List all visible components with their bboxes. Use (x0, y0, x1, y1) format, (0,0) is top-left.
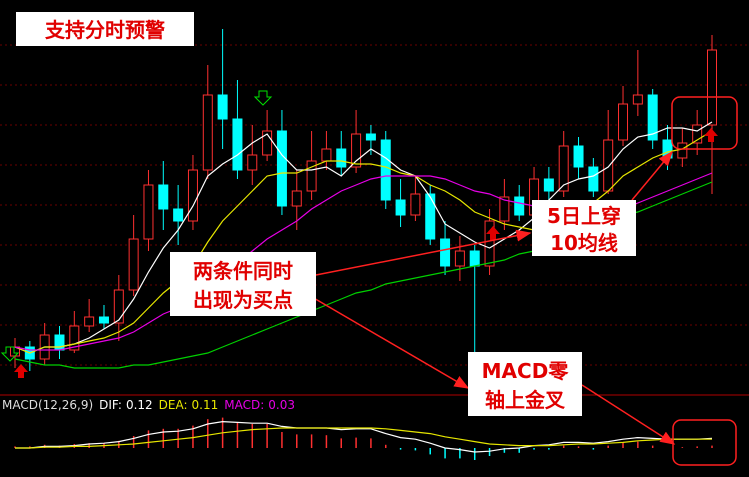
candle-body (113, 289, 124, 324)
legend-text: DIF: (99, 398, 122, 412)
candle-body (484, 220, 495, 267)
candle-body (618, 103, 629, 141)
candle-body (662, 139, 673, 159)
candle-body (588, 166, 599, 192)
candle-body (158, 184, 169, 210)
candle-body (573, 145, 584, 168)
legend-text: DEA: (159, 398, 188, 412)
ma-line (14, 121, 713, 354)
annotation: 出现为买点 (193, 288, 293, 312)
signal-arrow (0, 346, 20, 362)
candle-body (98, 316, 109, 324)
macd-line (15, 420, 713, 453)
signal-arrow (14, 364, 28, 378)
candle-body (54, 334, 65, 351)
annotation: 轴上金叉 (485, 388, 566, 412)
candle-body (543, 178, 554, 192)
arrow (315, 229, 532, 276)
candle-body (276, 130, 287, 207)
candle-body (632, 94, 643, 105)
candle-body (469, 250, 480, 267)
annotation: 5日上穿 (547, 204, 621, 228)
candle-body (365, 133, 376, 141)
signal-arrow (704, 128, 718, 142)
candle-body (677, 142, 688, 159)
candle-body (336, 148, 347, 168)
macd-header: MACD(12,26,9) DIF: 0.12 DEA: 0.11 MACD: 0.03 (2, 398, 295, 412)
annotation-box (170, 252, 316, 316)
candle-body (187, 169, 198, 222)
candle-body (291, 190, 302, 207)
candle-body (306, 160, 317, 192)
candle-body (262, 130, 273, 156)
arrow (631, 150, 673, 201)
annotation: MACD零 (482, 359, 570, 383)
annotation-box (532, 200, 636, 256)
legend-text: MACD(12,26,9) (2, 398, 93, 412)
candle-body (84, 316, 95, 327)
candle-body (143, 184, 154, 240)
candle-body (410, 193, 421, 216)
annotation-box (16, 12, 194, 46)
annotation: 10均线 (550, 231, 618, 255)
legend-text: 0.03 (268, 398, 295, 412)
candle-body (173, 208, 184, 222)
candle-body (247, 154, 258, 171)
candle-body (647, 94, 658, 141)
legend-text: 0.12 (126, 398, 153, 412)
arrow (581, 384, 676, 445)
arrow (299, 289, 470, 389)
candle-body (202, 94, 213, 171)
legend-text: 0.11 (192, 398, 219, 412)
candle-body (499, 196, 510, 222)
candle-body (321, 148, 332, 162)
candle-body (217, 94, 228, 120)
candle-body (351, 133, 362, 168)
candle-body (454, 250, 465, 267)
signal-arrow (253, 90, 273, 106)
candle-body (395, 199, 406, 216)
annotation-box (468, 352, 582, 416)
candle-body (69, 325, 80, 351)
annotation: 两条件同时 (193, 259, 293, 283)
candle-body (380, 139, 391, 201)
macd-line (15, 427, 712, 449)
candle-body (514, 196, 525, 216)
legend-text: MACD: (224, 398, 264, 412)
candle-body (692, 124, 703, 144)
annotation: 支持分时预警 (45, 18, 165, 42)
candle-body (440, 238, 451, 267)
highlight-box (671, 96, 738, 150)
candle-body (603, 139, 614, 192)
candle-body (425, 193, 436, 240)
candle-body (558, 145, 569, 192)
candle-body (128, 238, 139, 291)
signal-arrow (486, 226, 500, 240)
candle-body (707, 49, 717, 126)
candle-body (232, 118, 243, 171)
